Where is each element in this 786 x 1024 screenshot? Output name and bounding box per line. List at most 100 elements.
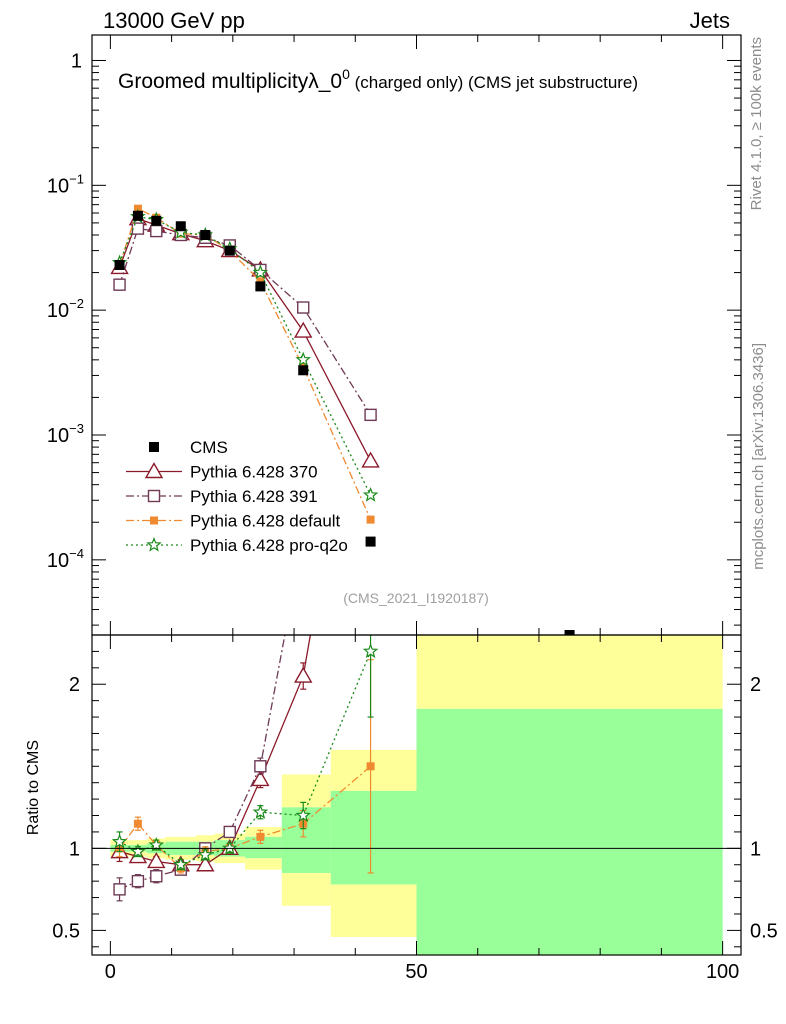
rivet-label: Rivet 4.1.0, ≥ 100k events xyxy=(748,37,765,210)
legend-marker xyxy=(146,536,162,552)
ratio-1-marker xyxy=(131,874,145,888)
ratio-tick-label-right: 1 xyxy=(750,838,761,860)
legend-marker xyxy=(147,489,161,503)
legend-marker xyxy=(144,462,164,479)
legend-marker-data xyxy=(149,442,159,452)
legend-label: Pythia 6.428 default xyxy=(190,512,341,531)
ratio-tick-label-left: 0.5 xyxy=(52,920,80,942)
ratio-3-marker xyxy=(173,856,189,872)
ratio-1-marker xyxy=(254,760,267,773)
ratio-axis-label: Ratio to CMS xyxy=(25,740,42,835)
y-tick-exp: −4 xyxy=(69,546,84,561)
y-tick-exp: −2 xyxy=(69,296,84,311)
ratio-bands xyxy=(110,635,723,955)
data-point xyxy=(151,215,162,226)
series-2-marker xyxy=(256,277,265,286)
ratio-tick-label-left: 2 xyxy=(69,674,80,696)
band-outer-low xyxy=(281,872,331,906)
ratio-1-marker xyxy=(223,825,236,839)
data-point xyxy=(114,260,125,271)
series-0-marker xyxy=(361,451,380,468)
ratio-0-marker xyxy=(363,282,379,296)
ratio-line-2 xyxy=(119,765,372,869)
header-left: 13000 GeV pp xyxy=(103,8,245,33)
ratio-0-marker xyxy=(251,769,270,787)
ratio-3-marker xyxy=(111,833,128,849)
band-outer-low xyxy=(330,884,417,937)
data-point xyxy=(224,245,235,256)
data-point xyxy=(132,210,143,221)
chart-title: Groomed multiplicityλ_00 (charged only) … xyxy=(118,66,638,93)
data-point xyxy=(255,281,266,292)
band-outer-high xyxy=(165,836,197,842)
y-tick-label: 10−2 xyxy=(47,296,84,322)
main-plot xyxy=(110,204,575,635)
legend-label: Pythia 6.428 370 xyxy=(190,463,318,482)
legend-marker xyxy=(150,516,158,525)
ratio-2-marker xyxy=(256,832,265,841)
ratio-0-marker xyxy=(294,666,313,683)
y-tick-label: 10−3 xyxy=(47,421,84,447)
chart-title-sup: 0 xyxy=(342,66,350,82)
legend: CMS Pythia 6.428 370 Pythia 6.428 391 Pythi… xyxy=(126,438,348,555)
analysis-id: (CMS_2021_I1920187) xyxy=(343,590,489,606)
band-outer-high xyxy=(128,840,148,846)
series-1-marker xyxy=(364,408,377,422)
series-2-marker xyxy=(366,515,375,524)
x-tick-label: 50 xyxy=(405,961,427,983)
ratio-tick-label-right: 2 xyxy=(750,674,761,696)
ratio-3-marker xyxy=(197,846,214,862)
y-tick-base: 10 xyxy=(47,550,69,572)
band-outer-high xyxy=(416,635,723,709)
legend-label: CMS xyxy=(190,438,228,457)
series-1-marker xyxy=(150,224,163,238)
ratio-3-marker xyxy=(295,807,311,823)
data-point-edge xyxy=(564,630,575,635)
ratio-3-marker xyxy=(130,843,146,859)
ratio-0-marker xyxy=(147,852,166,869)
band-outer-low xyxy=(245,858,282,870)
header-right: Jets xyxy=(690,8,730,33)
band-outer-high xyxy=(281,774,331,808)
ratio-1-marker xyxy=(150,870,163,883)
band-outer-low xyxy=(214,856,246,864)
data-point xyxy=(298,365,309,376)
data-point xyxy=(175,221,186,232)
y-tick-exp: −3 xyxy=(69,421,84,436)
band-outer-high xyxy=(196,835,215,842)
mcplots-label: mcplots.cern.ch [arXiv:1306.3436] xyxy=(750,343,767,570)
x-tick-label: 100 xyxy=(706,961,739,983)
series-0-marker xyxy=(294,321,313,338)
y-tick-label: 10−4 xyxy=(47,546,84,572)
y-tick-label: 10−1 xyxy=(47,171,84,197)
main-series-group xyxy=(110,204,380,547)
y-tick-base: 10 xyxy=(47,300,69,322)
y-tick-label: 1 xyxy=(71,50,82,72)
chart-title-suffix: (charged only) (CMS jet substructure) xyxy=(350,73,638,92)
data-point xyxy=(365,536,376,547)
series-1-marker xyxy=(297,301,310,314)
series-3-marker xyxy=(295,351,311,367)
y-tick-base: 10 xyxy=(47,175,69,197)
band-inner xyxy=(330,790,417,885)
band-inner xyxy=(245,836,282,859)
y-tick-exp: −1 xyxy=(69,171,84,186)
y-tick-base: 1 xyxy=(71,50,82,72)
ratio-tick-label-left: 1 xyxy=(69,838,80,860)
ratio-3-marker xyxy=(252,804,269,819)
band-outer-high xyxy=(330,749,417,791)
ratio-1-marker xyxy=(113,883,126,896)
series-1-marker xyxy=(131,222,145,235)
ratio-3-marker xyxy=(362,643,379,659)
ratio-series-group xyxy=(110,282,379,902)
legend-label: Pythia 6.428 391 xyxy=(190,487,318,506)
series-3-marker xyxy=(362,486,379,502)
legend-label: Pythia 6.428 pro-q2o xyxy=(190,536,348,555)
ratio-2-marker xyxy=(133,819,142,828)
series-1-marker xyxy=(113,278,126,291)
x-tick-label: 0 xyxy=(105,961,116,983)
ratio-3-marker xyxy=(222,840,238,855)
band-inner xyxy=(416,708,723,955)
